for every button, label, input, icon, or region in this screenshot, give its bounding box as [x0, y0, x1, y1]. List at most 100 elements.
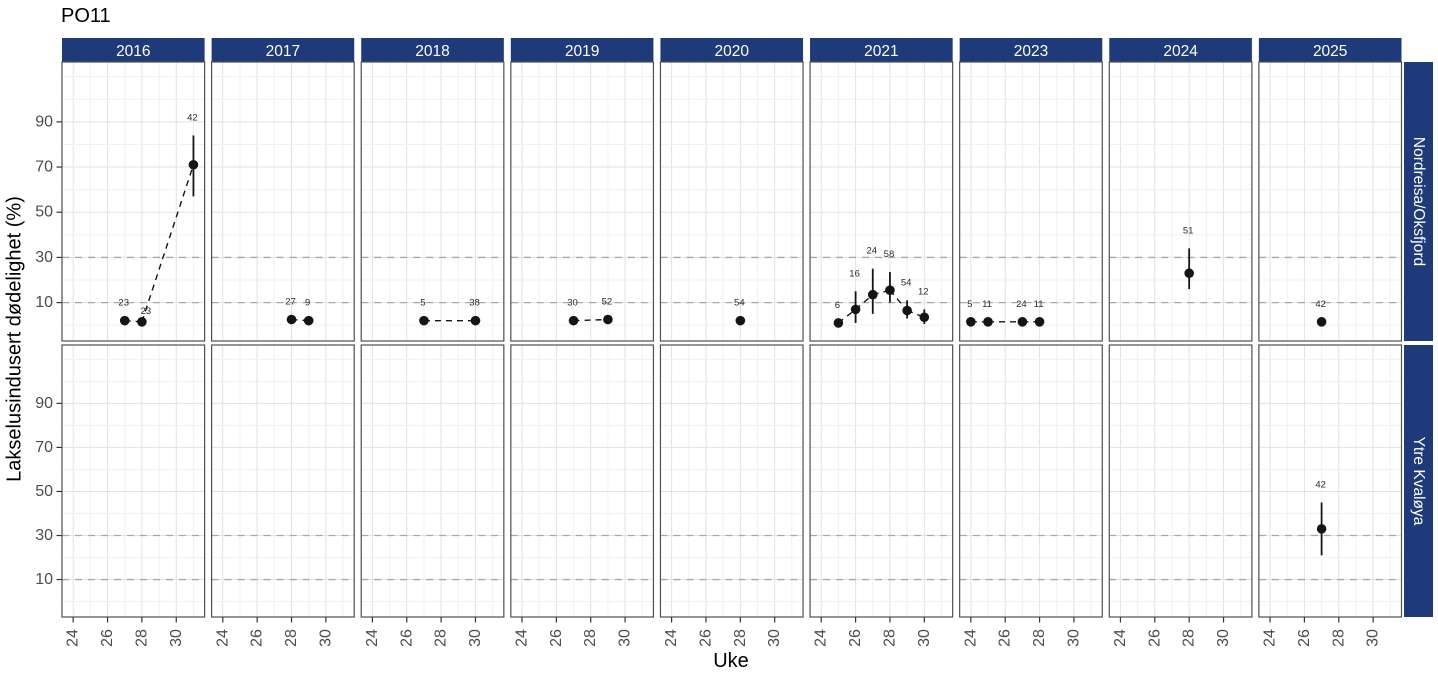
facet-panel-bg: [810, 62, 953, 341]
x-tick-label: 24: [65, 629, 82, 647]
point-n-label: 38: [469, 298, 480, 309]
data-point: [470, 315, 481, 326]
x-tick-label: 28: [1330, 629, 1347, 647]
facet-strip-2021: [810, 38, 953, 63]
x-tick-label: 24: [364, 629, 381, 647]
x-tick-label: 26: [847, 629, 864, 647]
data-point: [303, 315, 314, 326]
x-tick-label: 24: [1112, 629, 1129, 647]
data-point: [1316, 316, 1327, 327]
point-n-label: 42: [187, 112, 198, 123]
point-n-label: 9: [305, 298, 310, 309]
facet-panel-bg: [959, 345, 1103, 617]
facet-panel-bg: [510, 345, 654, 617]
x-tick-label: 24: [663, 629, 680, 647]
x-tick-label: 24: [214, 629, 231, 647]
point-n-label: 24: [1016, 299, 1027, 310]
facet-panel-bg: [211, 345, 355, 617]
facet-panel-bg: [361, 345, 504, 617]
data-point: [983, 316, 993, 327]
facet-panel-bg: [660, 62, 804, 341]
point-n-label: 11: [982, 299, 992, 310]
facet-strip-label: 2025: [1313, 43, 1347, 60]
facet-panel-border: [659, 344, 804, 618]
trend-line-segment: [141, 164, 195, 323]
facet-strip-label: 2023: [1014, 43, 1048, 60]
point-n-label: 24: [866, 246, 877, 257]
x-tick-label: 30: [1365, 629, 1382, 647]
y-tick-label: 10: [35, 294, 53, 311]
facet-strip-label: 2019: [565, 43, 599, 60]
facet-panel-bg: [510, 62, 654, 341]
facet-strip-2024: [1109, 38, 1252, 63]
x-tick-label: 30: [617, 629, 634, 647]
data-point: [603, 314, 613, 325]
facet-panel-bg: [1109, 62, 1252, 341]
y-tick-label: 70: [35, 439, 53, 456]
facet-strip-label: 2016: [116, 43, 150, 60]
x-tick-label: 26: [548, 629, 565, 647]
facet-panel-border: [809, 344, 954, 618]
facet-panel-border: [959, 61, 1103, 342]
data-point: [568, 315, 579, 326]
data-point: [119, 315, 130, 326]
data-point: [919, 312, 930, 323]
point-n-label: 23: [141, 306, 152, 317]
facet-strip-2019: [510, 38, 654, 63]
x-tick-label: 24: [813, 629, 830, 647]
y-tick-label: 30: [35, 249, 53, 266]
x-tick-label: 26: [697, 629, 714, 647]
x-tick-label: 26: [249, 629, 266, 647]
x-tick-label: 28: [582, 629, 599, 647]
facet-panel-border: [809, 61, 954, 342]
facet-panel-border: [1258, 61, 1403, 342]
data-point: [833, 318, 844, 328]
data-point: [286, 314, 297, 325]
trend-line-segment: [573, 318, 608, 322]
x-tick-label: 30: [168, 629, 185, 647]
x-tick-label: 26: [398, 629, 415, 647]
data-point: [137, 316, 147, 327]
facet-strip-label: 2020: [715, 43, 750, 60]
facet-panel-border: [211, 344, 355, 618]
data-point: [1184, 268, 1194, 279]
x-tick-label: 30: [1215, 629, 1232, 647]
x-tick-label: 26: [1296, 629, 1313, 647]
data-point: [1017, 316, 1028, 327]
facet-panel-bg: [959, 62, 1103, 341]
facet-strip-2018: [361, 38, 504, 63]
facet-panel-border: [959, 344, 1103, 618]
facet-panel-bg: [660, 345, 804, 617]
facet-strip-2016: [62, 38, 205, 63]
x-tick-label: 26: [1146, 629, 1163, 647]
chart-title: PO11: [61, 5, 111, 27]
y-tick-label: 70: [35, 159, 53, 176]
facet-panel-bg: [1258, 345, 1402, 617]
x-tick-label: 24: [1262, 629, 1279, 647]
data-point: [419, 315, 429, 326]
point-n-label: 54: [901, 277, 912, 288]
data-point: [1034, 316, 1045, 327]
facet-panel-border: [61, 344, 206, 618]
data-point: [867, 289, 878, 300]
facet-strip-label: 2017: [266, 43, 300, 60]
facet-strip-2020: [660, 38, 804, 63]
data-point: [1316, 524, 1327, 534]
facet-strip-label: 2021: [864, 43, 898, 60]
x-axis-title: Uke: [713, 650, 749, 672]
facet-strip-label: 2018: [415, 43, 449, 60]
point-n-label: 42: [1315, 479, 1326, 490]
data-point: [966, 316, 976, 327]
row-strip-label: Nordreisa/Oksfjord: [1410, 137, 1427, 266]
x-tick-label: 24: [514, 629, 531, 647]
y-tick-label: 50: [35, 204, 53, 221]
facet-panel-border: [360, 344, 505, 618]
row-strip-1: [1404, 345, 1433, 617]
facet-panel-bg: [211, 62, 355, 341]
point-n-label: 5: [420, 298, 425, 309]
point-n-label: 30: [567, 298, 578, 309]
point-n-label: 51: [1183, 225, 1194, 236]
facet-panel-bg: [1109, 345, 1252, 617]
